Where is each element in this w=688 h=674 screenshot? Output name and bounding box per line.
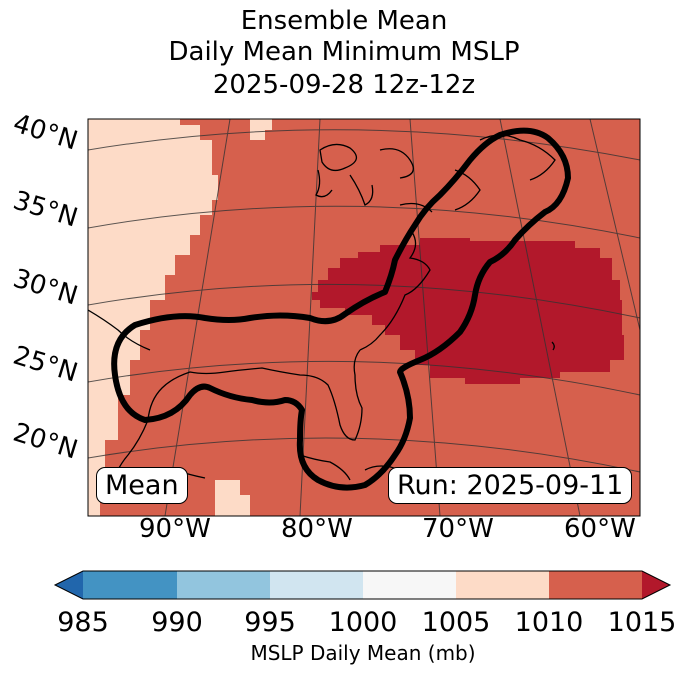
colorbar-tick: 985 [57,607,109,638]
pressure-field-1005-1010-patch [215,480,250,516]
colorbar-tick: 1005 [421,607,491,638]
colorbar-extend-high [642,571,670,599]
title-line-1: Ensemble Mean [240,6,448,36]
ensemble-contour [111,127,571,491]
colorbar-tick: 990 [151,607,203,638]
lon-label-70: 70°W [422,514,494,544]
lon-label-90: 90°W [139,514,211,544]
title-line-3: 2025-09-28 12z-12z [212,70,476,100]
colorbar-bin-995-1000 [270,571,363,599]
pressure-field-1005-1010-patch [250,119,272,140]
colorbar-label: MSLP Daily Mean (mb) [250,641,476,665]
colorbar-bin-985-990 [83,571,177,599]
colorbar-bin-1000-1005 [363,571,456,599]
colorbar-tick: 1000 [328,607,398,638]
lon-label-80: 80°W [281,514,353,544]
colorbar-tick: 1015 [607,607,677,638]
colorbar-extend-low [55,571,83,599]
mean-label-box: Mean [96,467,188,504]
map-frame [87,118,641,517]
colorbar-bin-1010-1015 [549,571,642,599]
lon-label-60: 60°W [564,514,636,544]
colorbar-bin-1005-1010 [456,571,549,599]
colorbar-tick: 1010 [514,607,584,638]
title-line-2: Daily Mean Minimum MSLP [168,37,520,67]
pressure-field-1005-1010 [88,119,218,516]
colorbar-bin-990-995 [177,571,270,599]
colorbar-tick: 995 [244,607,296,638]
colorbar-outline [53,570,672,600]
colorbar [53,570,672,600]
run-label-box: Run: 2025-09-11 [388,467,633,504]
